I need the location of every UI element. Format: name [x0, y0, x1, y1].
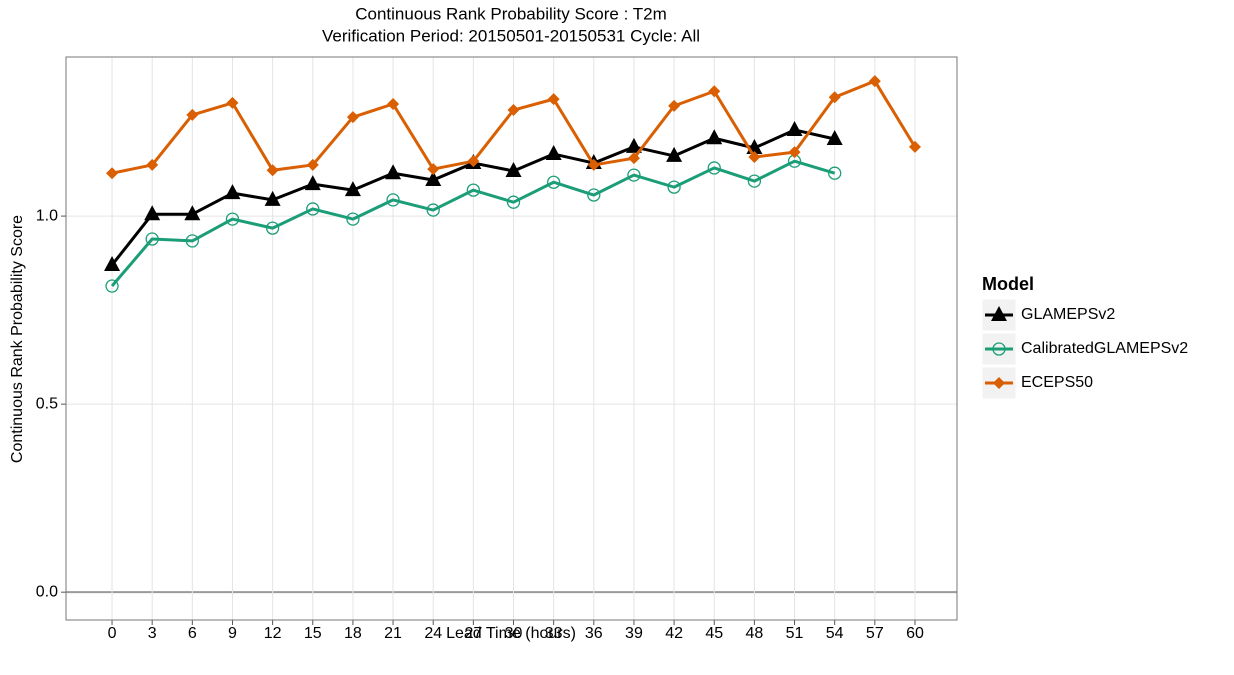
marker: [991, 306, 1007, 321]
marker: [387, 98, 400, 111]
marker: [708, 85, 721, 98]
marker: [466, 183, 481, 197]
x-tick-label: 36: [585, 625, 603, 642]
marker: [106, 167, 119, 180]
x-tick-label: 27: [464, 625, 482, 642]
marker: [587, 158, 600, 171]
marker: [104, 255, 121, 271]
marker: [265, 221, 280, 235]
marker: [706, 129, 723, 145]
marker: [908, 140, 921, 153]
marker: [306, 158, 319, 171]
plot-border: [65, 56, 958, 621]
marker: [828, 91, 841, 104]
y-tick-label: 0.0: [36, 583, 58, 600]
legend-title: Model: [982, 274, 1034, 294]
marker: [346, 212, 360, 226]
legend-label: CalibratedGLAMEPSv2: [1021, 340, 1188, 357]
marker: [306, 202, 320, 216]
x-tick-label: 6: [188, 625, 197, 642]
marker: [426, 203, 440, 217]
x-tick-label: 15: [304, 625, 322, 642]
marker: [505, 161, 522, 177]
x-tick-label: 54: [826, 625, 844, 642]
x-tick-label: 45: [705, 625, 723, 642]
marker: [467, 155, 480, 168]
series-line: [110, 159, 836, 288]
marker: [184, 205, 201, 221]
marker: [625, 137, 642, 153]
marker: [826, 129, 843, 145]
marker: [225, 212, 240, 226]
marker: [425, 170, 442, 186]
marker: [788, 146, 801, 159]
plot-background: [66, 57, 957, 620]
x-tick-label: 9: [228, 625, 237, 642]
marker: [264, 190, 281, 206]
marker: [226, 96, 239, 109]
x-tick-label: 30: [505, 625, 523, 642]
x-tick-label: 3: [148, 625, 157, 642]
marker: [748, 151, 761, 164]
x-tick-label: 0: [108, 625, 117, 642]
marker: [185, 234, 199, 248]
marker: [547, 93, 560, 106]
x-tick-label: 57: [866, 625, 884, 642]
marker: [146, 158, 159, 171]
marker: [427, 163, 440, 176]
marker: [828, 166, 842, 180]
marker: [786, 120, 803, 136]
marker: [545, 145, 562, 161]
marker: [627, 168, 641, 182]
legend-label: ECEPS50: [1021, 374, 1093, 391]
chart-subtitle: Verification Period: 20150501-20150531 C…: [322, 26, 700, 45]
legend-label: GLAMEPSv2: [1021, 306, 1115, 323]
marker: [666, 146, 683, 162]
x-tick-label: 33: [545, 625, 563, 642]
marker: [992, 342, 1006, 356]
marker: [707, 161, 721, 175]
y-tick-label: 0.5: [36, 395, 58, 412]
y-axis-label: Continuous Rank Probability Score: [9, 215, 26, 463]
x-axis-label: Lead Time (hours): [446, 625, 576, 642]
marker: [145, 232, 159, 246]
marker: [344, 181, 361, 197]
x-tick-label: 24: [424, 625, 442, 642]
marker: [346, 111, 359, 124]
x-tick-label: 51: [786, 625, 804, 642]
marker: [667, 180, 681, 194]
marker: [668, 99, 681, 112]
x-tick-label: 21: [384, 625, 402, 642]
x-tick-label: 48: [745, 625, 763, 642]
marker: [105, 279, 119, 293]
marker: [224, 184, 241, 200]
marker: [385, 164, 402, 180]
x-tick-label: 42: [665, 625, 683, 642]
marker: [386, 193, 400, 207]
marker: [186, 108, 199, 121]
marker: [144, 205, 161, 221]
x-tick-label: 60: [906, 625, 924, 642]
marker: [747, 174, 762, 188]
x-tick-label: 18: [344, 625, 362, 642]
marker: [304, 175, 321, 191]
marker: [627, 152, 640, 165]
x-tick-label: 39: [625, 625, 643, 642]
marker: [993, 377, 1005, 389]
y-tick-label: 1.0: [36, 207, 58, 224]
marker: [266, 164, 279, 177]
x-tick-label: 12: [264, 625, 282, 642]
marker: [868, 75, 881, 88]
marker: [506, 195, 521, 209]
marker: [587, 188, 601, 202]
chart-title: Continuous Rank Probability Score : T2m: [355, 4, 667, 23]
marker: [507, 104, 520, 117]
marker: [547, 175, 561, 189]
